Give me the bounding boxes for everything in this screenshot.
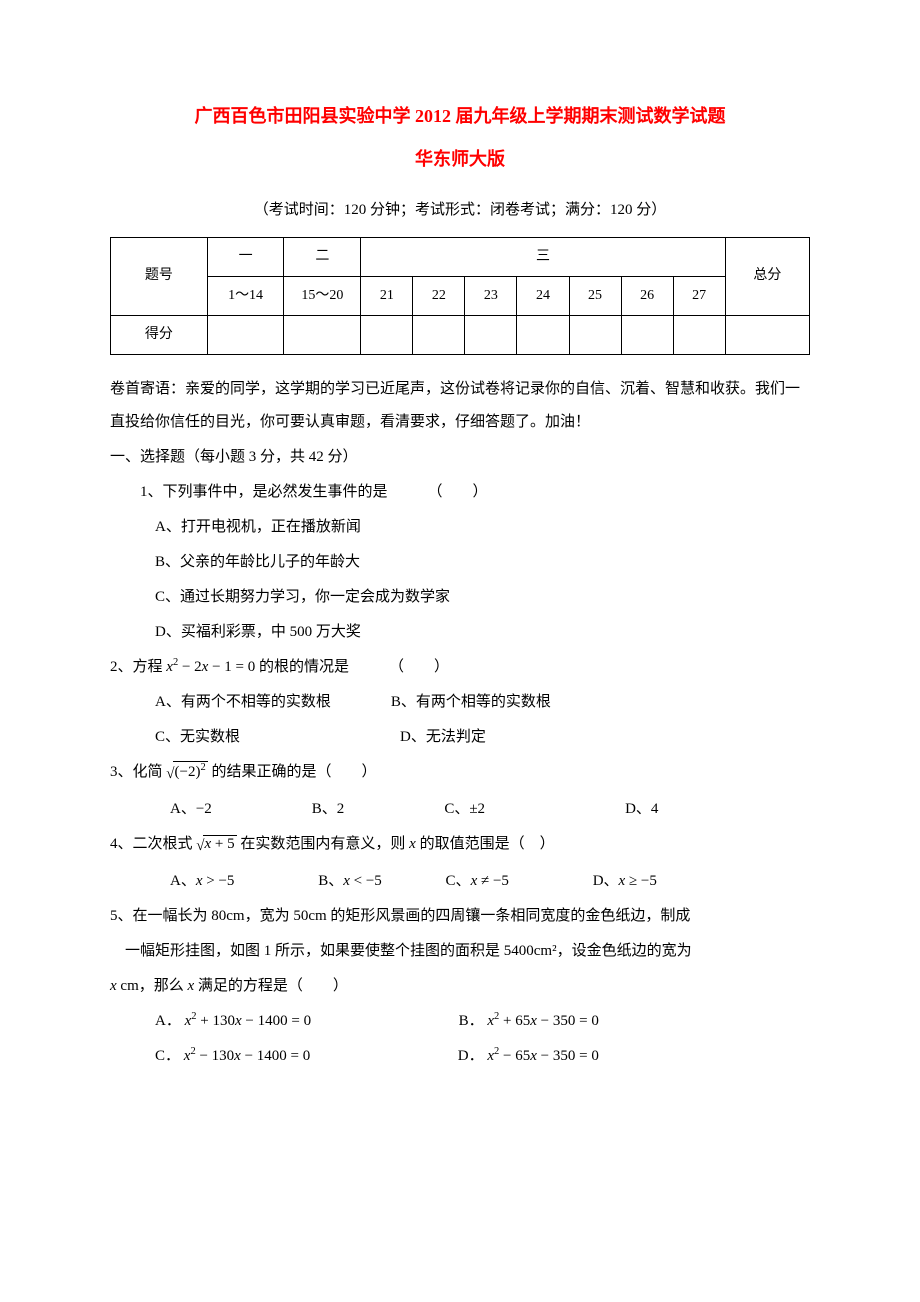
- q4-c-expr: x ≠ −5: [471, 873, 509, 889]
- group-2: 二: [284, 237, 361, 276]
- group1-range: 1～14: [207, 276, 284, 315]
- q2-opts-row1: A、有两个不相等的实数根 B、有两个相等的实数根: [110, 686, 810, 719]
- q3-suffix: 的结果正确的是（ ）: [208, 764, 377, 780]
- q4-opt-b-lead: B、: [318, 873, 343, 889]
- q2-opt-c: C、无实数根: [155, 729, 240, 745]
- q4-suffix: 的取值范围是（ ）: [416, 836, 555, 852]
- group-3: 三: [361, 237, 725, 276]
- q5-a-expr: x2 + 130x − 1400 = 0: [185, 1013, 311, 1029]
- q5-var-x1: x: [110, 978, 117, 994]
- col3-1: 22: [413, 276, 465, 315]
- group-1: 一: [207, 237, 284, 276]
- q4-a-expr: x > −5: [196, 873, 235, 889]
- q4-stem: 4、二次根式 x + 5 在实数范围内有意义，则 x 的取值范围是（ ）: [110, 828, 810, 863]
- sqrt-icon: (−2)2: [166, 756, 207, 791]
- col3-6: 27: [673, 276, 725, 315]
- q4-prefix: 4、二次根式: [110, 836, 196, 852]
- table-row: 题号 一 二 三 总分: [111, 237, 810, 276]
- q4-b-expr: x < −5: [343, 873, 382, 889]
- q2-prefix: 2、方程: [110, 659, 166, 675]
- title-line-1: 广西百色市田阳县实验中学 2012 届九年级上学期期末测试数学试题: [110, 100, 810, 132]
- q5-line3-prefix: cm，那么: [117, 978, 188, 994]
- sqrt-icon: x + 5: [196, 828, 236, 863]
- col3-5: 26: [621, 276, 673, 315]
- q2-equation: x2 − 2x − 1 = 0: [166, 659, 255, 675]
- q2-opt-a: A、有两个不相等的实数根: [155, 694, 331, 710]
- score-table: 题号 一 二 三 总分 1～14 15～20 21 22 23 24 25 26…: [110, 237, 810, 355]
- group2-range: 15～20: [284, 276, 361, 315]
- q4-opts: A、x > −5 B、x < −5 C、x ≠ −5 D、x ≥ −5: [110, 865, 810, 898]
- q1-opt-d: D、买福利彩票，中 500 万大奖: [110, 616, 810, 649]
- q5-b-expr: x2 + 65x − 350 = 0: [487, 1013, 598, 1029]
- col3-0: 21: [361, 276, 413, 315]
- q2-suffix: 的根的情况是: [255, 659, 349, 675]
- q1-opt-a: A、打开电视机，正在播放新闻: [110, 511, 810, 544]
- q3-prefix: 3、化简: [110, 764, 166, 780]
- total-label: 总分: [725, 237, 809, 315]
- q2-opt-b: B、有两个相等的实数根: [391, 694, 551, 710]
- q4-mid: 在实数范围内有意义，则: [237, 836, 410, 852]
- col3-2: 23: [465, 276, 517, 315]
- score-cell: [673, 315, 725, 354]
- preface: 卷首寄语：亲爱的同学，这学期的学习已近尾声，这份试卷将记录你的自信、沉着、智慧和…: [110, 373, 810, 439]
- title-line-2: 华东师大版: [110, 140, 810, 180]
- q1-opt-c: C、通过长期努力学习，你一定会成为数学家: [110, 581, 810, 614]
- q3-opt-d: D、4: [625, 801, 658, 817]
- score-cell: [413, 315, 465, 354]
- q1-stem: 1、下列事件中，是必然发生事件的是 （ ）: [110, 476, 810, 509]
- q3-stem: 3、化简 (−2)2 的结果正确的是（ ）: [110, 756, 810, 791]
- q1-opt-b: B、父亲的年龄比儿子的年龄大: [110, 546, 810, 579]
- q5-c-lead: C．: [155, 1048, 180, 1064]
- score-cell: [465, 315, 517, 354]
- q3-opt-c: C、±2: [444, 801, 485, 817]
- q5-b-lead: B．: [459, 1013, 484, 1029]
- q1-prefix: 1、下列事件中，是必然发生事件的是: [140, 484, 388, 500]
- q5-row1: A． x2 + 130x − 1400 = 0 B． x2 + 65x − 35…: [110, 1005, 810, 1038]
- score-cell: [725, 315, 809, 354]
- q1-paren: （ ）: [428, 484, 488, 500]
- q5-d-lead: D．: [458, 1048, 484, 1064]
- row-label-2: 得分: [111, 315, 208, 354]
- q4-var: x: [409, 836, 416, 852]
- q3-opt-a: A、−2: [170, 801, 212, 817]
- q2-stem: 2、方程 x2 − 2x − 1 = 0 的根的情况是 （ ）: [110, 651, 810, 684]
- score-cell: [517, 315, 569, 354]
- q4-d-expr: x ≥ −5: [619, 873, 657, 889]
- score-cell: [621, 315, 673, 354]
- col3-3: 24: [517, 276, 569, 315]
- q5-a-lead: A．: [155, 1013, 181, 1029]
- section-1-header: 一、选择题（每小题 3 分，共 42 分）: [110, 441, 810, 474]
- q2-paren: （ ）: [389, 659, 449, 675]
- q5-line2: 一幅矩形挂图，如图 1 所示，如果要使整个挂图的面积是 5400cm²，设金色纸…: [110, 935, 810, 968]
- q5-c-expr: x2 − 130x − 1400 = 0: [184, 1048, 310, 1064]
- q5-line3: x cm，那么 x 满足的方程是（ ）: [110, 970, 810, 1003]
- q4-opt-d-lead: D、: [593, 873, 619, 889]
- q5-line1: 5、在一幅长为 80cm，宽为 50cm 的矩形风景画的四周镶一条相同宽度的金色…: [110, 900, 810, 933]
- row-label-1: 题号: [111, 237, 208, 315]
- col3-4: 25: [569, 276, 621, 315]
- q5-d-expr: x2 − 65x − 350 = 0: [487, 1048, 598, 1064]
- table-row: 1～14 15～20 21 22 23 24 25 26 27: [111, 276, 810, 315]
- table-row: 得分: [111, 315, 810, 354]
- score-cell: [361, 315, 413, 354]
- q5-line3-suffix: 满足的方程是（ ）: [194, 978, 348, 994]
- q5-row2: C． x2 − 130x − 1400 = 0 D． x2 − 65x − 35…: [110, 1040, 810, 1073]
- q2-opts-row2: C、无实数根 D、无法判定: [110, 721, 810, 754]
- score-cell: [207, 315, 284, 354]
- q3-opts: A、−2 B、2 C、±2 D、4: [110, 793, 810, 826]
- q4-opt-c-lead: C、: [446, 873, 471, 889]
- exam-info: （考试时间：120 分钟；考试形式：闭卷考试；满分：120 分）: [110, 194, 810, 227]
- score-cell: [284, 315, 361, 354]
- score-cell: [569, 315, 621, 354]
- q2-opt-d: D、无法判定: [400, 729, 486, 745]
- q4-opt-a-lead: A、: [170, 873, 196, 889]
- q3-opt-b: B、2: [312, 801, 345, 817]
